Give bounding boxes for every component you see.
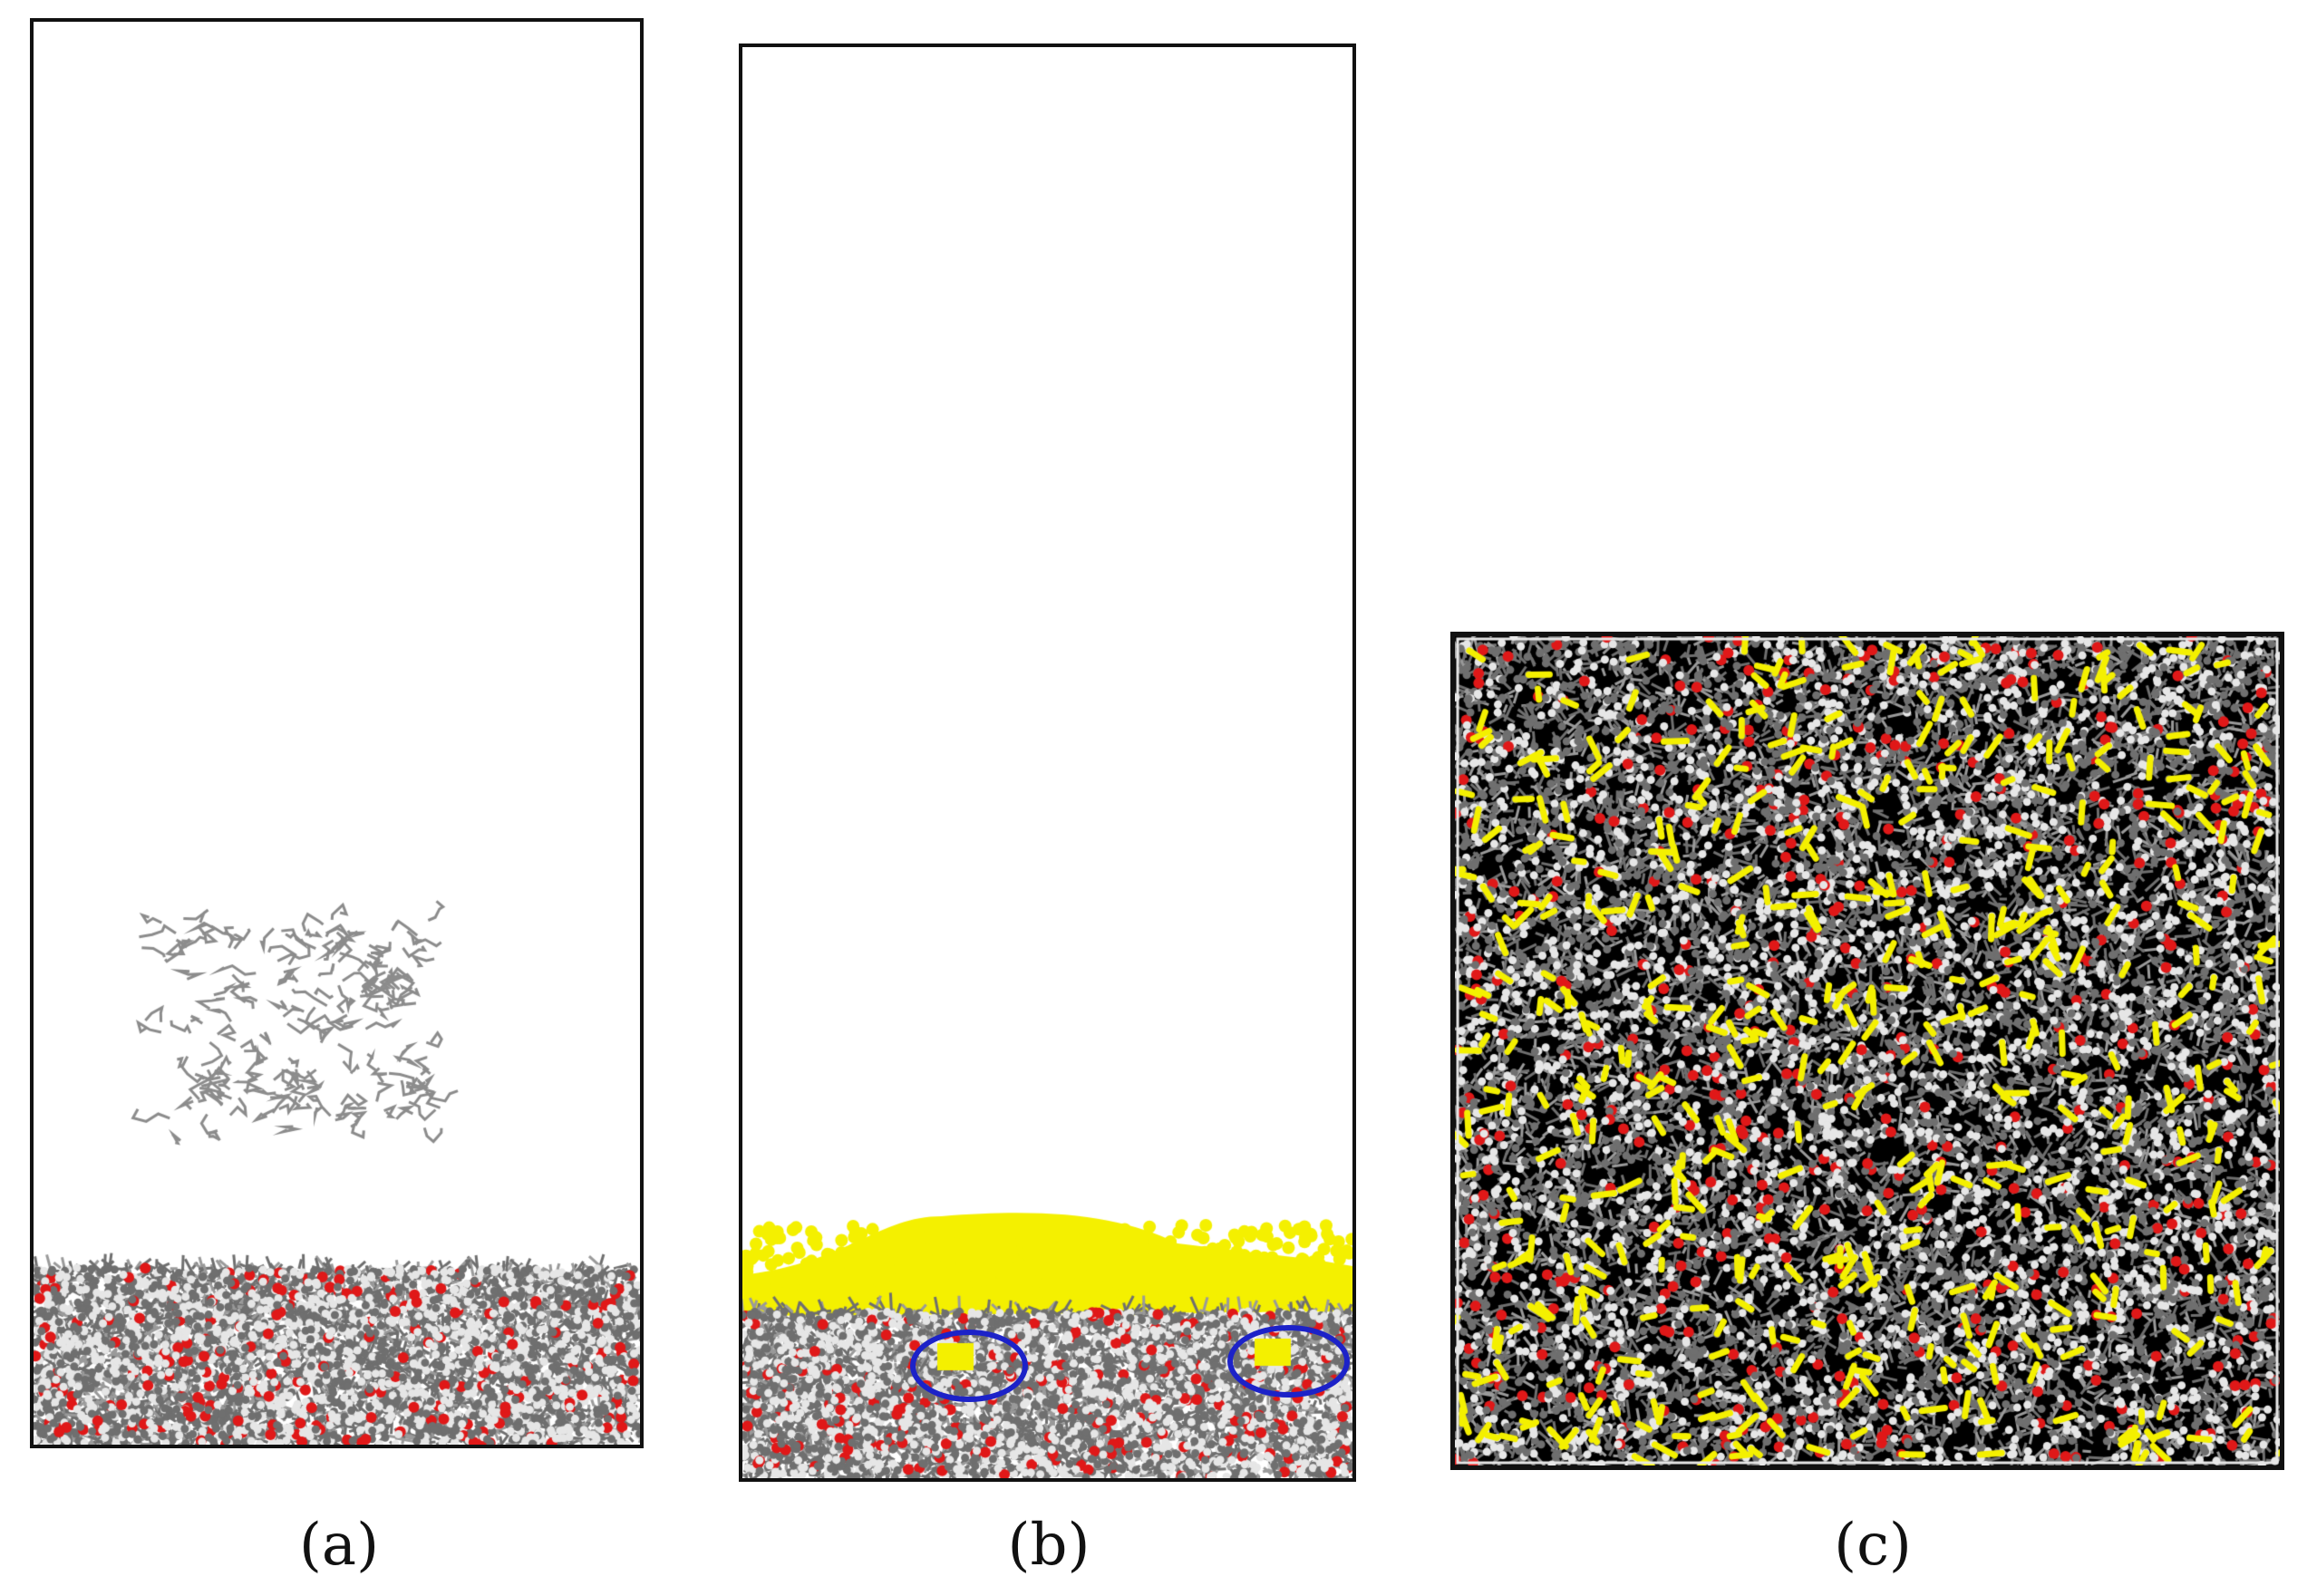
simulation-box-a xyxy=(30,18,644,1448)
molecular-render-a xyxy=(34,22,640,1445)
simulation-box-c-topview xyxy=(1450,632,2284,1470)
molecular-render-b xyxy=(742,47,1352,1478)
molecular-render-c xyxy=(1455,636,2280,1465)
highlight-ellipse-left xyxy=(910,1330,1028,1402)
simulation-box-b xyxy=(739,44,1356,1482)
caption-c: (c) xyxy=(1834,1512,1912,1579)
highlight-ellipse-right xyxy=(1227,1325,1350,1398)
caption-b: (b) xyxy=(1007,1512,1090,1579)
caption-a: (a) xyxy=(298,1512,380,1579)
